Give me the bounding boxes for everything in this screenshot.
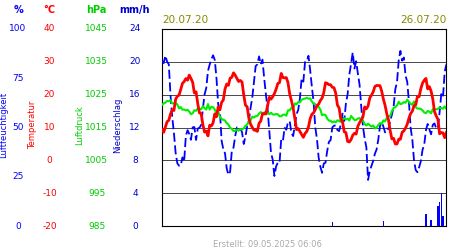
Bar [430, 220, 432, 226]
Text: 16: 16 [129, 90, 141, 99]
Text: Erstellt: 09.05.2025 06:06: Erstellt: 09.05.2025 06:06 [213, 240, 322, 249]
Text: 26.07.20: 26.07.20 [400, 15, 446, 25]
Text: 985: 985 [88, 222, 105, 231]
Text: 40: 40 [44, 24, 55, 33]
Bar [439, 202, 440, 226]
Text: 10: 10 [44, 123, 55, 132]
Text: Niederschlag: Niederschlag [113, 97, 122, 153]
Text: 30: 30 [44, 57, 55, 66]
Text: 8: 8 [132, 156, 138, 165]
Text: %: % [13, 5, 23, 15]
Text: 25: 25 [12, 172, 24, 182]
Text: -20: -20 [42, 222, 57, 231]
Text: 1045: 1045 [86, 24, 108, 33]
Bar [332, 222, 333, 226]
Text: 75: 75 [12, 74, 24, 82]
Text: 20: 20 [44, 90, 55, 99]
Text: 995: 995 [88, 189, 105, 198]
Text: 20: 20 [129, 57, 141, 66]
Bar [437, 206, 439, 226]
Bar [441, 193, 442, 226]
Text: Temperatur: Temperatur [28, 101, 37, 149]
Text: 20.07.20: 20.07.20 [162, 15, 208, 25]
Text: Luftfeuchtigkeit: Luftfeuchtigkeit [0, 92, 8, 158]
Text: -10: -10 [42, 189, 57, 198]
Text: 1035: 1035 [85, 57, 108, 66]
Text: 12: 12 [129, 123, 141, 132]
Text: 4: 4 [132, 189, 138, 198]
Bar [382, 221, 384, 226]
Text: °C: °C [44, 5, 55, 15]
Text: 0: 0 [15, 222, 21, 231]
Text: 0: 0 [132, 222, 138, 231]
Bar [425, 214, 427, 226]
Text: hPa: hPa [86, 5, 107, 15]
Text: 1015: 1015 [85, 123, 108, 132]
Text: 0: 0 [47, 156, 52, 165]
Text: Luftdruck: Luftdruck [76, 105, 85, 145]
Text: 50: 50 [12, 123, 24, 132]
Text: mm/h: mm/h [120, 5, 150, 15]
Text: 1005: 1005 [85, 156, 108, 165]
Text: 100: 100 [9, 24, 27, 33]
Bar [442, 216, 444, 226]
Text: 1025: 1025 [86, 90, 108, 99]
Text: 24: 24 [130, 24, 140, 33]
